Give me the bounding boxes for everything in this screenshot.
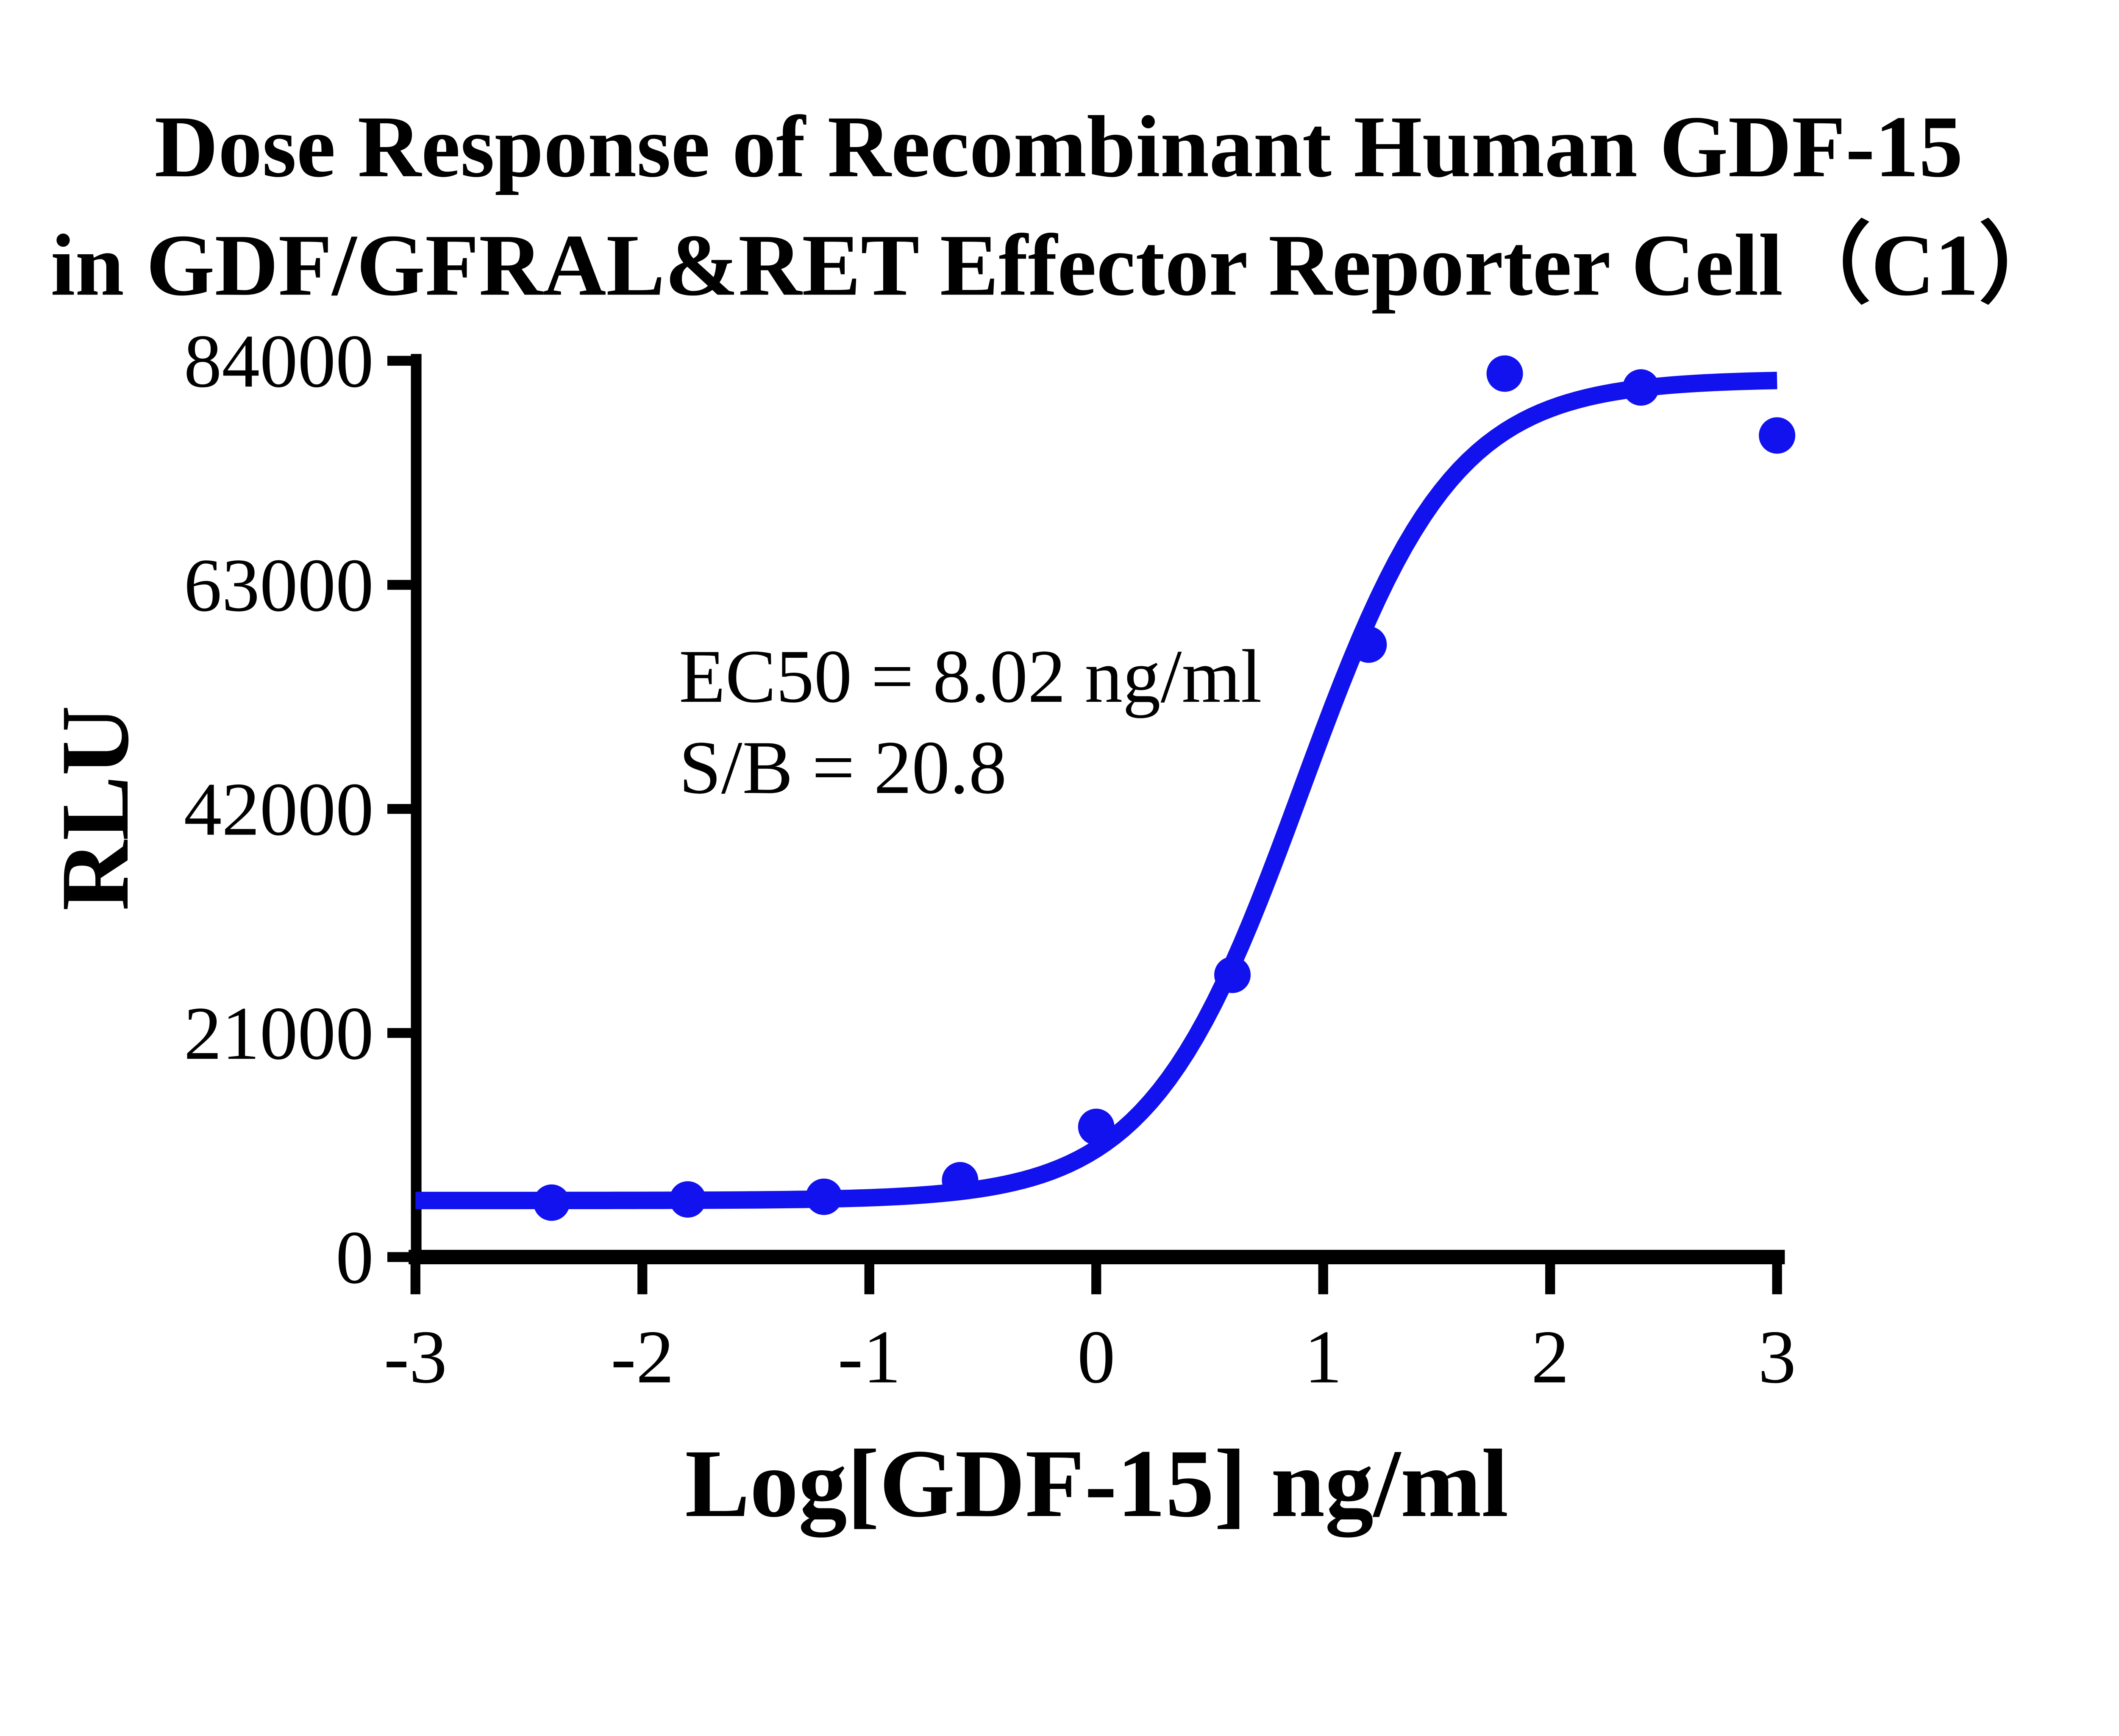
- x-tick-label: 3: [1758, 1315, 1796, 1399]
- x-axis-title: Log[GDF-15] ng/ml: [685, 1430, 1508, 1538]
- x-tick-label: -2: [611, 1315, 674, 1399]
- plot-series: [415, 355, 1796, 1221]
- y-axis-title: RLU: [41, 706, 149, 911]
- x-tick-label: 2: [1531, 1315, 1569, 1399]
- sb-annotation: S/B = 20.8: [679, 725, 1007, 810]
- data-point: [669, 1181, 706, 1218]
- chart-title-line1: Dose Response of Recombinant Human GDF-1…: [155, 98, 1963, 195]
- data-point: [1622, 369, 1659, 406]
- y-tick-label: 84000: [184, 319, 374, 403]
- data-point: [942, 1162, 979, 1199]
- chart-canvas: Dose Response of Recombinant Human GDF-1…: [41, 98, 2067, 1538]
- y-tick-label: 0: [336, 1215, 374, 1299]
- data-point: [806, 1178, 843, 1215]
- data-point: [1759, 417, 1796, 454]
- y-tick-label: 21000: [184, 991, 374, 1075]
- data-point: [533, 1184, 570, 1221]
- axes: 0 21000 42000 63000 84000 -3 -2 -1 0 1 2 3: [184, 319, 1796, 1399]
- y-tick-label: 63000: [184, 543, 374, 627]
- dose-response-figure: Dose Response of Recombinant Human GDF-1…: [41, 97, 2067, 1538]
- y-tick-label: 42000: [184, 767, 374, 851]
- data-point: [1350, 626, 1387, 663]
- ec50-annotation: EC50 = 8.02 ng/ml: [679, 634, 1262, 718]
- data-point: [1078, 1108, 1115, 1145]
- x-tick-label: -3: [384, 1315, 447, 1399]
- x-tick-label: 0: [1077, 1315, 1115, 1399]
- chart-title-line2: in GDF/GFRAL&RET Effector Reporter Cell（…: [51, 216, 2067, 314]
- data-point: [1486, 355, 1523, 392]
- x-tick-label: 1: [1304, 1315, 1342, 1399]
- data-point: [1214, 957, 1251, 993]
- x-tick-label: -1: [838, 1315, 901, 1399]
- fit-curve: [415, 372, 1777, 1210]
